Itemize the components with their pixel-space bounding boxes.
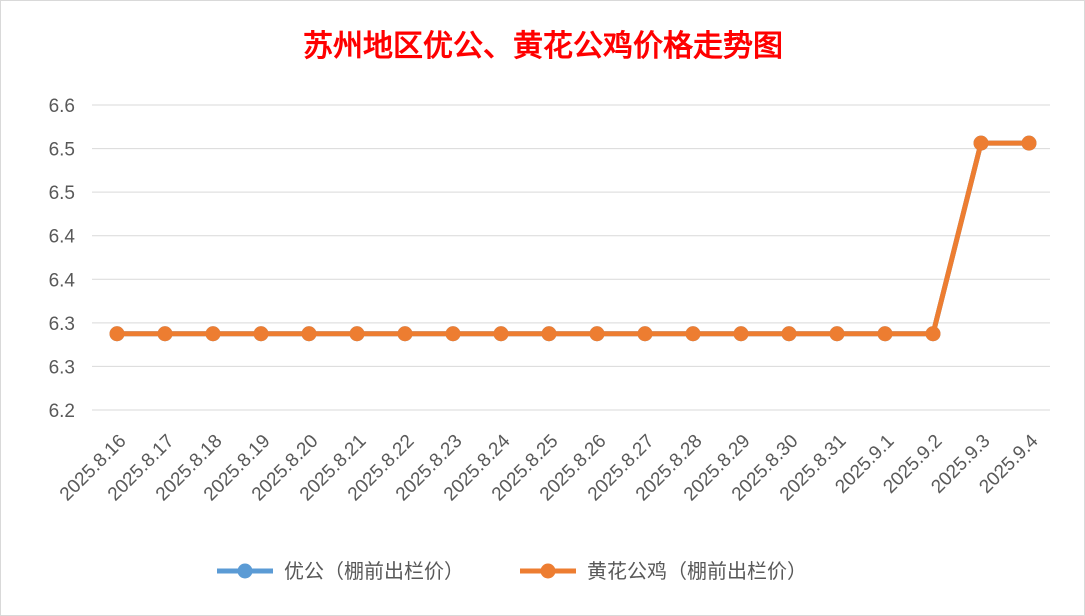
y-tick-label: 6.4 — [49, 227, 76, 248]
legend-label: 优公（棚前出栏价） — [284, 559, 464, 583]
data-point — [397, 326, 413, 342]
data-point — [205, 326, 221, 342]
series-1 — [109, 135, 1037, 342]
data-point — [781, 326, 797, 342]
legend-swatch-marker — [540, 563, 556, 579]
data-point — [445, 326, 461, 342]
y-tick-label: 6.6 — [49, 96, 75, 117]
series-line — [117, 140, 1029, 337]
data-point — [1021, 135, 1037, 151]
data-point — [109, 326, 125, 342]
data-point — [493, 326, 509, 342]
chart-title: 苏州地区优公、黄花公鸡价格走势图 — [303, 29, 783, 64]
data-point — [349, 326, 365, 342]
legend-label: 黄花公鸡（棚前出栏价） — [587, 559, 807, 583]
legend-item: 优公（棚前出栏价） — [217, 559, 464, 583]
data-point — [685, 326, 701, 342]
data-point — [301, 326, 317, 342]
data-point — [829, 326, 845, 342]
y-tick-label: 6.3 — [49, 314, 75, 335]
y-tick-label: 6.5 — [49, 183, 75, 204]
data-point — [157, 326, 173, 342]
y-tick-label: 6.2 — [49, 401, 75, 422]
data-point — [733, 326, 749, 342]
y-axis-ticks: 6.2 6.3 6.3 6.4 6.4 6.5 6.5 6.6 — [49, 96, 76, 422]
y-tick-label: 6.4 — [49, 270, 76, 291]
data-point — [253, 326, 269, 342]
y-tick-label: 6.5 — [49, 140, 75, 161]
legend-item: 黄花公鸡（棚前出栏价） — [520, 559, 807, 583]
data-point — [637, 326, 653, 342]
legend-swatch-marker — [237, 563, 253, 579]
series-group — [109, 135, 1037, 342]
legend: 优公（棚前出栏价） 黄花公鸡（棚前出栏价） — [217, 559, 807, 583]
series-2 — [109, 135, 1037, 342]
series-line — [117, 140, 1029, 337]
x-axis-ticks: 2025.8.162025.8.172025.8.182025.8.192025… — [56, 430, 1043, 505]
data-point — [541, 326, 557, 342]
data-point — [925, 326, 941, 342]
y-tick-label: 6.3 — [49, 357, 75, 378]
grid-lines — [92, 104, 1050, 411]
data-point — [589, 326, 605, 342]
data-point — [973, 135, 989, 151]
data-point — [877, 326, 893, 342]
